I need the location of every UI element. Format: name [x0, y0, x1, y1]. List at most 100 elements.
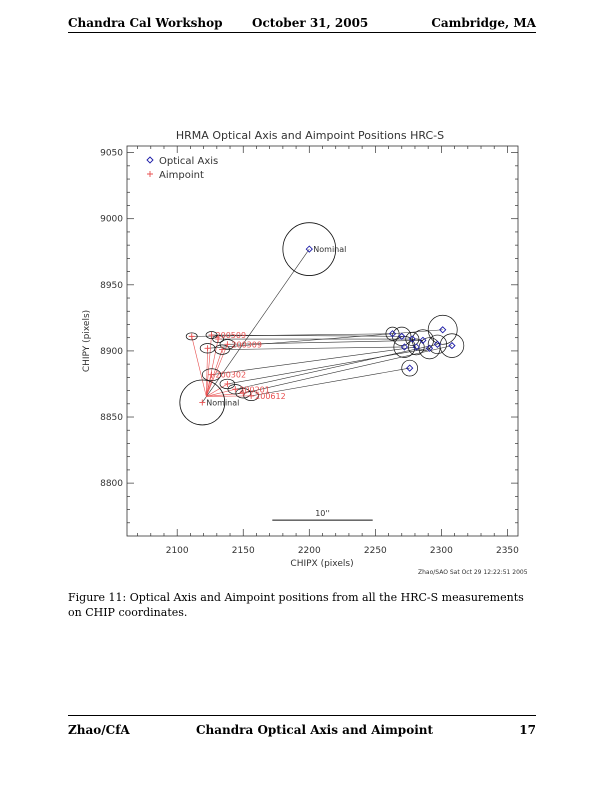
aimpoint-point — [240, 390, 247, 397]
aimpoint-circle — [185, 332, 198, 341]
optical-axis-point — [439, 326, 447, 334]
y-tick-label: 9000 — [100, 215, 123, 225]
optical-axis-point — [408, 335, 416, 343]
optical-axis-circle — [427, 314, 458, 345]
x-tick-label: 2150 — [232, 546, 255, 556]
y-tick-label: 9050 — [100, 149, 123, 159]
chart-title: HRMA Optical Axis and Aimpoint Positions… — [176, 129, 444, 142]
connector-line — [251, 367, 410, 397]
optical-axis-point — [412, 343, 420, 351]
aimpoint-link — [206, 349, 223, 397]
optical-axis-circle — [427, 334, 448, 354]
optical-axis-circle — [401, 359, 418, 377]
aimpoint-circle — [212, 335, 225, 343]
aimpoint-date-label: 200509 — [216, 331, 247, 340]
aimpoint-link — [206, 344, 228, 397]
nominal-aimpoint-point — [199, 399, 206, 406]
legend-label: Optical Axis — [159, 156, 218, 167]
x-tick-label: 2200 — [298, 546, 321, 556]
connector-line — [211, 346, 417, 376]
nominal-axis-label: Nominal — [313, 245, 346, 254]
connector-line — [235, 344, 438, 390]
aimpoint-circle — [214, 344, 230, 355]
nominal-aimpoint-circle — [179, 379, 226, 426]
connector-line — [207, 329, 443, 349]
connector-line — [191, 333, 393, 337]
aimpoint-point — [224, 341, 231, 348]
aimpoint-circle — [235, 388, 251, 399]
header-date: October 31, 2005 — [252, 16, 369, 30]
y-tick-label: 8950 — [100, 281, 123, 291]
connector-line — [227, 340, 423, 345]
optical-axis-point — [448, 341, 456, 350]
data-markers — [188, 245, 456, 406]
connector-line — [222, 346, 405, 350]
connector-line — [227, 347, 430, 385]
x-tick-label: 2250 — [364, 546, 387, 556]
optical-axis-circle — [408, 338, 425, 356]
aimpoint-link — [206, 374, 212, 397]
optical-axis-circle — [385, 326, 400, 341]
aimpoint-point — [204, 345, 211, 352]
page-footer: Zhao/CfA Chandra Optical Axis and Aimpoi… — [68, 715, 536, 740]
legend-label: Aimpoint — [159, 170, 204, 181]
header-location: Cambridge, MA — [431, 16, 536, 30]
x-axis-label: CHIPX (pixels) — [290, 559, 353, 569]
footer-title: Chandra Optical Axis and Aimpoint — [196, 723, 434, 737]
y-axis-label: CHIPY (pixels) — [82, 310, 92, 372]
optical-axis-point — [398, 332, 406, 341]
optical-axis-point — [419, 336, 427, 344]
aimpoint-point — [215, 336, 222, 343]
aimpoint-circle — [243, 390, 259, 401]
optical-axis-point — [388, 330, 397, 338]
aimpoint-point — [208, 371, 215, 378]
aimpoint-point — [208, 332, 215, 339]
x-tick-label: 2300 — [430, 546, 453, 556]
chart-credit: Zhao/SAO Sat Oct 29 12:22:51 2005 — [418, 569, 528, 576]
page-number: 17 — [519, 723, 536, 737]
y-tick-label: 8850 — [100, 413, 123, 423]
nominal-axis-circle — [282, 222, 337, 276]
aimpoint-link — [191, 336, 207, 397]
aimpoint-link — [206, 388, 236, 397]
legend: Optical Axis Aimpoint — [146, 156, 218, 181]
aimpoint-point — [188, 333, 195, 340]
aimpoint-date-label: 200612 — [255, 392, 286, 401]
aimpoint-point — [248, 392, 255, 399]
connector-line — [243, 345, 453, 394]
aimpoint-link — [205, 335, 212, 397]
optical-axis-point — [433, 340, 442, 348]
plot-frame — [126, 145, 519, 537]
scale-bar-label: 10'' — [315, 509, 330, 518]
optical-axis-circle — [439, 333, 465, 358]
aimpoint-circle — [227, 384, 244, 395]
legend-optical-axis-marker — [146, 156, 154, 164]
aimpoint-date-label: 200309 — [231, 340, 262, 349]
aimpoint-circle — [219, 378, 236, 390]
x-tick-label: 2100 — [166, 546, 189, 556]
aimpoint-point — [219, 346, 226, 353]
connector-line — [211, 334, 402, 337]
x-tick-label: 2350 — [496, 546, 519, 556]
axis-ticks: 2100 2150 2200 2250 2300 2350 8800 8850 8900 8950… — [100, 146, 519, 556]
footer-author: Zhao/CfA — [68, 723, 130, 737]
legend-aimpoint-marker — [147, 171, 153, 177]
aimpoint-link — [206, 338, 219, 397]
page-header: Chandra Cal Workshop October 31, 2005 Ca… — [68, 15, 536, 33]
aimpoint-date-label: 200302 — [216, 371, 247, 380]
nominal-aimpoint-label: Nominal — [206, 398, 239, 407]
optical-axis-point — [400, 343, 409, 351]
y-tick-label: 8900 — [100, 347, 123, 357]
nominal-optical-axis-point — [305, 245, 313, 253]
optical-axis-point — [425, 344, 434, 352]
header-workshop: Chandra Cal Workshop — [68, 16, 223, 30]
optical-axis-point — [406, 364, 414, 372]
aimpoint-link — [205, 348, 208, 397]
aimpoint-date-label: 200201 — [239, 385, 270, 394]
aimpoint-circle — [205, 331, 218, 339]
optical-axis-circle — [405, 332, 420, 346]
aimpoint-circle — [219, 339, 236, 350]
aimpoint-point — [232, 386, 239, 393]
